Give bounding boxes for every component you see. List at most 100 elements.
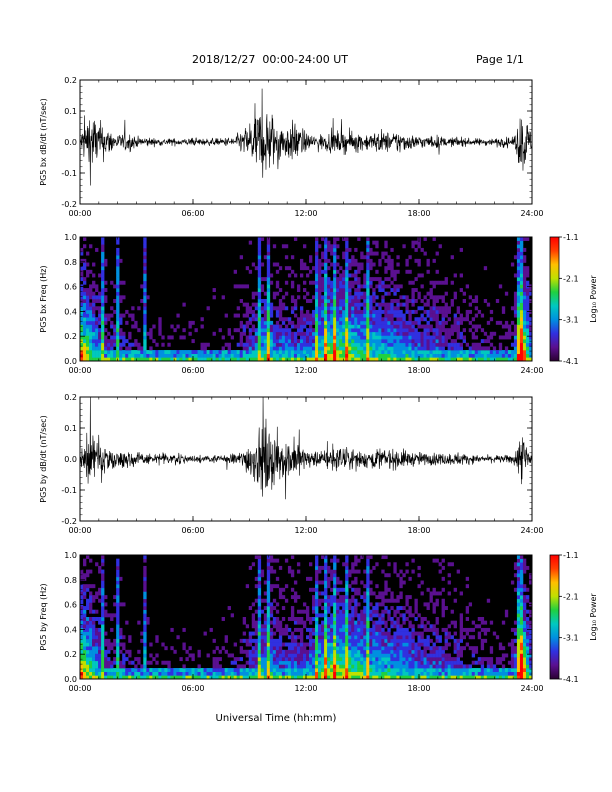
by-spectrogram-cell (101, 580, 105, 585)
by-spectrogram-cell (290, 660, 295, 665)
by-spectrogram-cell (375, 602, 379, 607)
by-spectrogram-cell (414, 598, 418, 603)
by-spectrogram-cell (381, 675, 385, 680)
by-spectrogram-cell (164, 668, 168, 673)
bx-spectrogram-cell (101, 266, 105, 271)
by-spectrogram-cell (510, 671, 515, 676)
by-spectrogram-cell (257, 664, 262, 669)
by-spectrogram-cell (342, 620, 346, 625)
bx-spectrogram-cell (342, 317, 346, 322)
by-spectrogram-cell (414, 606, 418, 611)
by-spectrogram-cell (86, 675, 90, 680)
by-spectrogram-cell (354, 609, 358, 614)
by-spectrogram-cell (348, 569, 352, 574)
bx-spectrogram-cell (390, 306, 394, 311)
by-spectrogram-cell (302, 664, 307, 669)
bx-spectrogram-cell (266, 335, 271, 340)
by-spectrogram-cell (83, 558, 87, 563)
by-spectrogram-cell (420, 631, 424, 636)
bx-spectrogram-cell (293, 346, 298, 351)
by-spectrogram-cell (450, 609, 454, 614)
bx-spectrogram-cell (426, 331, 430, 336)
bx-spectrogram-cell (306, 350, 310, 355)
by-spectrogram-cell (366, 595, 370, 600)
by-spectrogram-cell (414, 646, 418, 651)
bx-spectrogram-cell (432, 346, 436, 351)
bx-spectrogram-cell (510, 353, 515, 358)
by-waveform-ylabel: PG5 by dB/dt (nT/sec) (39, 415, 48, 502)
bx-spectrogram-cell (366, 247, 370, 252)
by-spectrogram-cell (372, 660, 376, 665)
by-spectrogram-cell (399, 668, 403, 673)
bx-spectrogram-cell (390, 324, 394, 329)
by-spectrogram-cell (152, 671, 156, 676)
bx-spectrogram-cell (269, 309, 274, 314)
by-spectrogram-cell (393, 660, 397, 665)
by-spectrogram-cell (447, 668, 451, 673)
by-spectrogram-cell (287, 649, 292, 654)
bx-spectrogram-cell (324, 237, 328, 241)
bx-spectrogram-cell (83, 291, 87, 296)
bx-spectrogram-cell (248, 353, 253, 358)
by-spectrogram-cell (116, 595, 120, 600)
by-spectrogram-cell (104, 649, 108, 654)
by-spectrogram-cell (348, 638, 352, 643)
bx-spectrogram-cell (306, 313, 310, 318)
bx-spectrogram-cell (369, 324, 373, 329)
bx-spectrogram-cell (528, 317, 533, 322)
by-spectrogram-cell (411, 631, 415, 636)
bx-spectrogram-cell (315, 309, 319, 314)
bx-spectrogram-cell (239, 342, 244, 347)
bx-spectrogram-cell (149, 357, 153, 362)
bx-spectrogram-cell (251, 313, 256, 318)
bx-spectrogram-cell (104, 353, 108, 358)
by-spectrogram-cell (254, 638, 259, 643)
bx-spectrogram-cell (272, 335, 277, 340)
by-spectrogram-cell (324, 627, 328, 632)
by-spectrogram-cell (402, 620, 406, 625)
by-spectrogram-cell (209, 671, 213, 676)
by-spectrogram-cell (191, 657, 195, 662)
bx-spectrogram-cell (80, 350, 84, 355)
by-spectrogram-cell (399, 660, 403, 665)
bx-spectrogram-cell (411, 320, 415, 325)
by-spectrogram-cell (299, 664, 304, 669)
by-spectrogram-cell (182, 642, 186, 647)
bx-spectrogram-cell (324, 247, 328, 252)
by-spectrogram-cell (125, 671, 129, 676)
bx-spectrogram-cell (366, 277, 370, 282)
bx-spectrogram-cell (354, 309, 358, 314)
bx-spectrogram-cell (423, 309, 427, 314)
by-spectrogram-cell (399, 653, 403, 658)
bx-spectrogram-cell (302, 262, 307, 267)
by-spectrogram-cell (405, 671, 409, 676)
by-spectrogram-cell (242, 649, 247, 654)
by-spectrogram-cell (351, 671, 355, 676)
bx-spectrogram-cell (384, 342, 388, 347)
bx-spectrogram-cell (284, 324, 289, 329)
bx-spectrogram-cell (269, 302, 274, 307)
by-spectrogram-cell (327, 646, 331, 651)
by-spectrogram-cell (86, 627, 90, 632)
bx-spectrogram-cell (366, 302, 370, 307)
by-spectrogram-cell (257, 624, 262, 629)
by-spectrogram-cell (312, 609, 316, 614)
by-spectrogram-cell (315, 671, 319, 676)
by-spectrogram-panel: PG5 by Freq (Hz) 00:00 06:00 12:00 18:00… (39, 551, 598, 693)
bx-spectrogram-cell (408, 328, 412, 333)
by-spectrogram-cell (462, 675, 466, 680)
by-spectrogram-cell (321, 642, 325, 647)
bx-spectrogram-cell (92, 273, 96, 278)
by-spectrogram-cell (321, 591, 325, 596)
by-spectrogram-cell (119, 671, 123, 676)
bx-spectrogram-cell (80, 288, 84, 293)
by-spectrogram-cell (480, 642, 485, 647)
bx-spectrogram-cell (227, 346, 231, 351)
by-spectrogram-cell (278, 660, 283, 665)
bx-spectrogram-cell (302, 280, 307, 285)
by-spectrogram-cell (480, 671, 485, 676)
bx-spectrogram-cell (510, 320, 515, 325)
by-spectrogram-cell (366, 627, 370, 632)
by-spectrogram-cell (324, 576, 328, 581)
bx-spectrogram-cell (483, 331, 488, 336)
